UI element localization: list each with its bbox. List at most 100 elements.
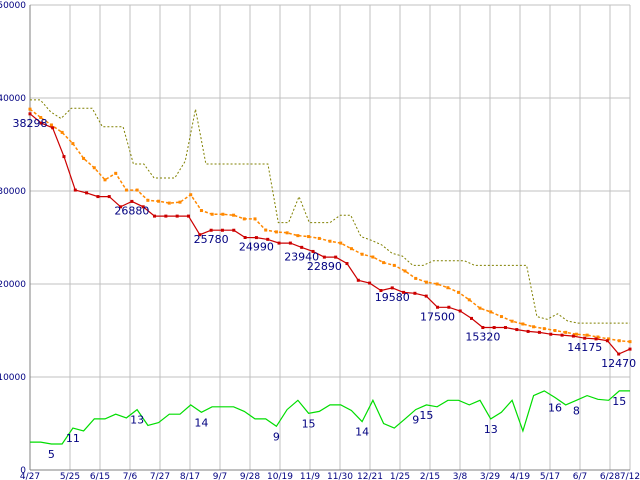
- average-point: [392, 263, 396, 267]
- average-point: [360, 252, 364, 256]
- average-point: [553, 329, 557, 332]
- price-point: [243, 236, 247, 239]
- price-point: [62, 155, 66, 159]
- x-tick-label: 3/8: [453, 472, 468, 480]
- average-point: [157, 199, 161, 203]
- grid-lines: [29, 4, 631, 471]
- price-point: [605, 339, 609, 343]
- x-tick-label: 7/6: [123, 472, 138, 480]
- y-tick-label: 0: [20, 466, 26, 476]
- price-point: [447, 305, 451, 309]
- x-tick-label: 9/7: [213, 472, 227, 480]
- x-tick-label: 7/27: [150, 472, 170, 480]
- price-point: [413, 291, 417, 295]
- price-point: [617, 352, 621, 356]
- price-data-label: 15320: [465, 331, 500, 344]
- upper-line: [30, 99, 630, 324]
- price-point: [277, 241, 281, 245]
- average-point: [264, 228, 268, 232]
- count-data-label: 15: [612, 395, 626, 408]
- average-point: [242, 217, 246, 221]
- price-point: [232, 228, 236, 232]
- average-point: [564, 330, 568, 334]
- average-point: [124, 188, 128, 192]
- x-tick-label: 2/15: [420, 472, 440, 480]
- average-point: [349, 247, 353, 251]
- count-data-label: 16: [548, 401, 562, 414]
- price-point: [526, 329, 530, 333]
- average-point: [414, 276, 418, 280]
- price-point: [209, 228, 213, 232]
- average-point: [478, 306, 482, 310]
- price-point: [402, 290, 406, 294]
- average-point: [103, 178, 107, 182]
- x-tick-label: 9/28: [240, 472, 260, 480]
- price-point: [345, 262, 349, 266]
- average-point: [296, 234, 300, 238]
- price-point: [119, 205, 123, 209]
- average-point: [510, 319, 514, 323]
- price-point: [153, 214, 157, 218]
- price-point: [470, 316, 474, 320]
- price-line: [29, 113, 631, 355]
- count-data-label: 9: [273, 430, 280, 443]
- average-point: [146, 198, 150, 202]
- x-tick-label: 12/21: [357, 472, 383, 480]
- average-point: [92, 166, 96, 170]
- average-point: [521, 322, 525, 326]
- price-point: [175, 214, 179, 218]
- price-point: [220, 228, 224, 232]
- average-point: [607, 337, 611, 341]
- count-data-label: 13: [130, 414, 144, 427]
- average-point: [574, 332, 578, 336]
- price-point: [130, 199, 134, 203]
- x-tick-label: 11/30: [327, 472, 353, 480]
- y-tick-label: 20000: [0, 280, 26, 290]
- price-data-label: 25780: [194, 233, 229, 246]
- price-point: [96, 195, 100, 199]
- price-data-label: 22890: [307, 260, 342, 273]
- x-tick-label: 5/17: [540, 472, 560, 480]
- x-tick-label: 1/25: [390, 472, 410, 480]
- average-point: [210, 212, 214, 216]
- price-point: [39, 121, 43, 125]
- average-point: [542, 327, 546, 331]
- price-point: [73, 188, 77, 192]
- price-point: [28, 112, 32, 116]
- average-point: [178, 200, 182, 204]
- average-point: [221, 212, 225, 216]
- price-point: [560, 333, 564, 337]
- price-point: [515, 328, 519, 332]
- price-point: [164, 214, 168, 218]
- price-point: [628, 347, 632, 351]
- price-data-label: 23940: [284, 250, 319, 263]
- count-data-label: 17: [0, 0, 7, 3]
- price-point: [254, 236, 258, 240]
- average-point: [167, 201, 171, 205]
- price-point: [266, 237, 270, 241]
- average-point: [499, 315, 503, 319]
- price-data-label: 12470: [601, 357, 636, 370]
- count-data-label: 8: [573, 404, 580, 417]
- x-tick-label: 4/19: [510, 472, 530, 480]
- price-point: [571, 334, 575, 338]
- price-point: [390, 286, 394, 290]
- x-tick-label: 10/19: [267, 472, 293, 480]
- y-tick-label: 10000: [0, 373, 26, 383]
- average-point: [39, 116, 43, 120]
- count-line: [30, 390, 630, 445]
- count-data-label: 13: [484, 423, 498, 436]
- average-point: [307, 235, 311, 239]
- price-point: [503, 326, 507, 330]
- price-point: [198, 233, 202, 237]
- price-data-label: 38298: [13, 117, 48, 130]
- average-point: [28, 107, 32, 111]
- average-point: [403, 269, 407, 273]
- price-point: [300, 245, 304, 249]
- average-point: [628, 340, 632, 344]
- average-point: [617, 339, 621, 343]
- price-point: [492, 326, 496, 330]
- count-data-label: 11: [66, 432, 80, 445]
